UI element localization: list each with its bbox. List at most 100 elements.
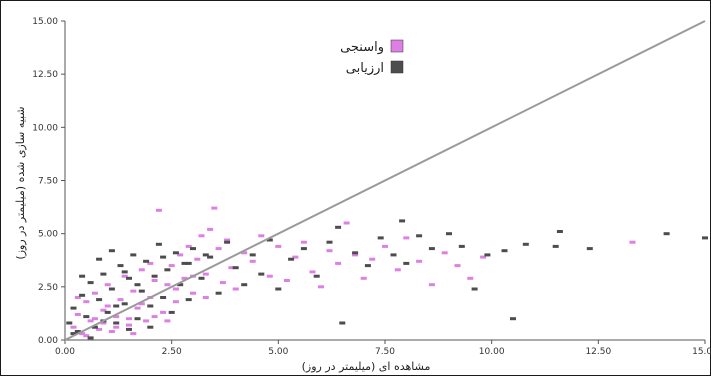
data-point xyxy=(190,291,196,295)
data-point xyxy=(79,274,86,278)
data-point xyxy=(556,230,563,233)
data-point xyxy=(198,276,205,280)
data-point xyxy=(228,266,235,270)
x-tick-label: 12.50 xyxy=(585,347,611,357)
x-tick-label: 5.00 xyxy=(268,347,288,357)
data-point xyxy=(181,276,188,280)
data-point xyxy=(629,240,636,244)
x-tick-label: 2.50 xyxy=(162,347,182,357)
data-point xyxy=(74,296,81,299)
data-point xyxy=(113,304,120,308)
data-point xyxy=(74,330,81,333)
plot-area: 0.00 2.50 5.00 7.50 10.00 12.50 15.00 0.00 2.50… xyxy=(32,17,711,357)
data-point xyxy=(147,325,154,329)
data-point xyxy=(258,272,265,276)
data-point xyxy=(151,279,158,282)
data-point xyxy=(377,236,384,240)
legend: واسنجی ارزیابی xyxy=(340,39,404,76)
data-point xyxy=(91,317,98,321)
y-tick-label: 15.00 xyxy=(32,17,58,27)
legend-swatch-calibration xyxy=(390,39,404,53)
data-point xyxy=(428,283,435,287)
data-point xyxy=(121,302,128,306)
data-point xyxy=(130,289,137,293)
data-point xyxy=(181,261,188,265)
data-point xyxy=(326,240,333,244)
data-point xyxy=(100,272,107,276)
y-tick-label: 5.00 xyxy=(38,230,58,240)
data-point xyxy=(134,317,141,321)
data-point xyxy=(164,268,171,272)
data-point xyxy=(480,255,487,259)
data-point xyxy=(117,264,124,268)
data-point xyxy=(249,259,256,263)
data-point xyxy=(185,261,192,265)
data-point xyxy=(211,206,218,210)
data-point xyxy=(138,289,145,293)
data-point xyxy=(335,261,342,265)
x-tick-label: 15.00 xyxy=(692,347,711,357)
data-point xyxy=(70,325,77,329)
data-point xyxy=(155,208,162,212)
data-point xyxy=(343,221,350,225)
data-point xyxy=(471,287,478,291)
data-point xyxy=(172,251,179,255)
y-tick-label: 2.50 xyxy=(38,283,58,293)
data-point xyxy=(207,255,214,259)
data-point xyxy=(275,244,282,248)
data-point xyxy=(83,334,90,338)
data-point xyxy=(113,321,120,325)
data-point xyxy=(288,257,295,261)
y-axis-title: شبیه سازی شده (میلیمتر در روز) xyxy=(14,106,27,259)
data-point xyxy=(185,298,192,302)
x-tick-label: 7.50 xyxy=(375,347,395,357)
data-point xyxy=(66,321,73,325)
data-point xyxy=(185,244,192,248)
data-point xyxy=(283,279,290,282)
data-point xyxy=(352,253,359,257)
data-point xyxy=(467,276,474,280)
data-point xyxy=(403,236,410,240)
data-point xyxy=(501,249,508,253)
y-axis-ticks: 0.00 2.50 5.00 7.50 10.00 12.50 15.00 xyxy=(32,17,65,346)
data-point xyxy=(151,274,158,278)
data-point xyxy=(241,283,248,287)
data-point xyxy=(96,327,103,331)
data-point xyxy=(416,234,423,238)
data-points xyxy=(66,206,708,340)
y-tick-label: 0.00 xyxy=(38,336,58,346)
data-point xyxy=(352,251,359,255)
data-point xyxy=(202,296,209,299)
data-point xyxy=(91,291,98,295)
data-point xyxy=(335,225,342,229)
data-point xyxy=(446,232,452,236)
data-point xyxy=(202,272,209,276)
data-point xyxy=(586,247,593,251)
data-point xyxy=(79,293,86,297)
data-point xyxy=(190,247,196,251)
x-axis-ticks: 0.00 2.50 5.00 7.50 10.00 12.50 15.00 xyxy=(55,340,711,357)
data-point xyxy=(126,317,132,321)
data-point xyxy=(108,287,115,291)
data-point xyxy=(202,253,209,257)
data-point xyxy=(164,283,171,287)
data-point xyxy=(70,332,77,336)
data-point xyxy=(510,317,516,321)
series-calibration xyxy=(70,206,636,338)
data-point xyxy=(164,319,171,323)
data-point xyxy=(172,287,179,291)
data-point xyxy=(113,325,120,329)
data-point xyxy=(702,236,708,240)
data-point xyxy=(96,257,103,261)
data-point xyxy=(266,274,273,278)
data-point xyxy=(160,310,167,314)
data-point xyxy=(300,240,307,244)
data-point xyxy=(382,244,388,248)
data-point xyxy=(428,247,435,251)
data-point xyxy=(121,270,128,274)
data-point xyxy=(172,300,179,304)
series-validation xyxy=(66,219,708,340)
data-point xyxy=(198,234,205,238)
data-point xyxy=(241,251,248,255)
data-point xyxy=(151,315,158,319)
